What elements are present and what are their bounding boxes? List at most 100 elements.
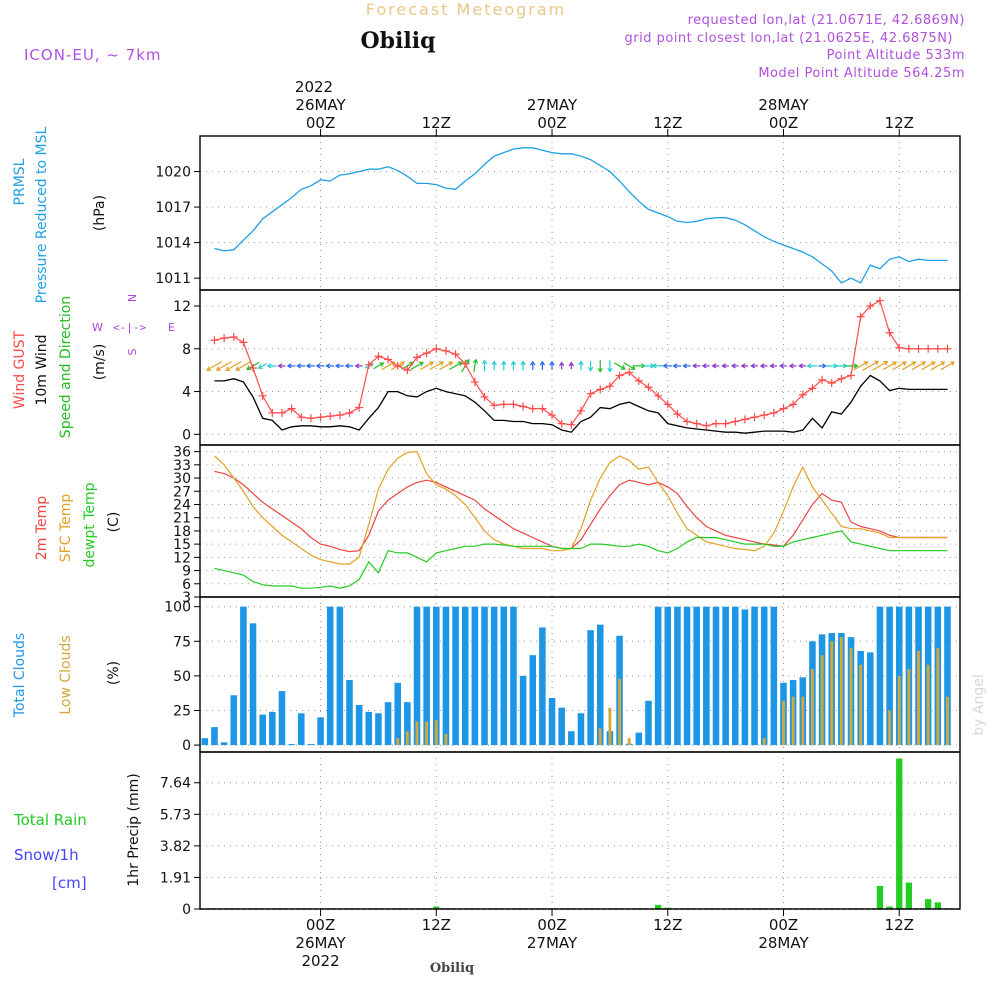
wind-gust-marker (683, 417, 692, 426)
wind-gust-marker (692, 419, 701, 428)
wind-direction-arrowhead (448, 361, 454, 367)
wind-direction-arrowhead (822, 363, 827, 369)
wind-gust-marker (567, 420, 576, 429)
wind-direction-arrowhead (853, 363, 859, 369)
total-cloud-bar (645, 700, 652, 746)
total-cloud-bar (548, 698, 556, 746)
plot-area-pressure (214, 147, 948, 284)
low-cloud-bar (425, 721, 429, 746)
precip-bar (925, 899, 932, 909)
pressure-line (214, 147, 948, 284)
wind-gust-marker (384, 355, 393, 364)
total-cloud-bar (394, 682, 401, 746)
wind-direction-arrowhead (883, 360, 889, 366)
top-date-label: 26MAY (295, 96, 346, 114)
total-cloud-bar (326, 606, 334, 746)
wind-gust-marker (239, 338, 248, 347)
wind-gust-marker (663, 400, 672, 409)
total-cloud-bar (577, 713, 585, 746)
wind-direction-arrowhead (798, 363, 804, 369)
total-cloud-bar (201, 738, 209, 746)
model-label: ICON-EU, ~ 7km (24, 46, 162, 64)
low-cloud-bar (444, 734, 448, 746)
wind-gust-marker (364, 360, 373, 369)
total-cloud-bar (654, 606, 662, 746)
low-cloud-bar (396, 738, 400, 746)
total-cloud-bar (944, 606, 951, 746)
precip-bar (654, 904, 662, 909)
wind-gust-title: Wind GUST (12, 330, 28, 409)
total-cloud-bar (683, 606, 691, 746)
top-date-label: 28MAY (758, 96, 809, 114)
wind-direction-arrowhead (429, 361, 435, 367)
wind-direction-arrowhead (379, 362, 385, 367)
total-cloud-bar (886, 606, 893, 746)
total-cloud-bar (259, 714, 266, 746)
wind-direction-arrowhead (539, 360, 546, 366)
wind-direction-arrowhead (750, 363, 756, 369)
compass-n: N (126, 294, 139, 302)
wind-gust-marker (548, 411, 557, 420)
wind-direction-arrowhead (620, 365, 626, 370)
total-cloud-bar (539, 627, 546, 746)
wind-direction-arrowhead (277, 363, 283, 369)
top-year-label: 2022 (295, 78, 333, 96)
wind-direction-arrowhead (559, 361, 565, 367)
wind-direction-arrow (381, 361, 395, 371)
wind-direction-arrowhead (607, 367, 613, 373)
wind-direction-arrowhead (530, 360, 536, 366)
wind-gust-marker (808, 384, 817, 393)
wind-gust-marker (673, 410, 682, 418)
wind-direction-arrowhead (400, 361, 406, 367)
wind-gust-marker (644, 383, 653, 392)
wind-gust-marker (326, 412, 335, 421)
wind-gust-marker (277, 408, 286, 417)
wind-direction-arrow (882, 361, 897, 371)
y-tick-label: 5.73 (160, 807, 191, 823)
wind-direction-arrowhead (940, 361, 946, 366)
y-tick-label: 24 (173, 497, 191, 513)
total-cloud-bar (867, 652, 874, 746)
panel-pressure: 1011 1014 1017 1020 (155, 135, 961, 291)
total-cloud-bar (346, 680, 353, 746)
y-tick-label: 1.91 (160, 870, 191, 886)
panel-precip: 0 1.91 3.82 5.73 7.64 (160, 751, 961, 918)
wind-gust-marker (297, 413, 306, 422)
wind-gust-marker (258, 391, 267, 400)
wind-gust-marker (789, 400, 798, 409)
total-clouds-title: Total Clouds (12, 633, 28, 718)
total-cloud-bar (384, 702, 392, 746)
total-cloud-bar (703, 606, 710, 746)
low-cloud-bar (859, 664, 863, 746)
wind-gust-marker (393, 361, 402, 370)
total-cloud-bar (751, 606, 758, 746)
y-tick-label: 33 (173, 458, 191, 474)
total-cloud-bar (230, 695, 238, 746)
wind-direction-arrow (911, 361, 926, 371)
wind-unit: (m/s) (92, 344, 108, 381)
low-cloud-bar (849, 648, 853, 746)
wind-gust-marker (490, 401, 499, 410)
wind-gust-marker (374, 352, 383, 361)
wind-gust-marker (847, 371, 856, 380)
wind-gust-marker (779, 404, 788, 413)
temp-2m-line (214, 470, 948, 553)
low-cloud-bar (434, 720, 438, 746)
y-tick-label: 1020 (155, 165, 191, 181)
wind-direction-arrow (872, 361, 888, 371)
wind-direction-title: Speed and Direction (58, 296, 74, 438)
low-cloud-bar (926, 664, 930, 746)
wind-direction-arrow (853, 361, 868, 371)
total-cloud-bar (490, 606, 498, 746)
low-clouds-title: Low Clouds (58, 635, 74, 714)
wind-gust-marker (798, 390, 807, 399)
wind-gust-marker (914, 344, 923, 353)
wind-direction-arrowhead (911, 361, 917, 366)
wind-direction-arrowhead (863, 361, 869, 366)
low-cloud-bar (839, 637, 843, 746)
total-cloud-bar (712, 606, 720, 746)
top-hour-label: 00Z (769, 114, 798, 132)
total-cloud-bar (278, 691, 286, 746)
wind-direction-arrow (429, 361, 444, 371)
wind-gust-marker (306, 414, 315, 423)
